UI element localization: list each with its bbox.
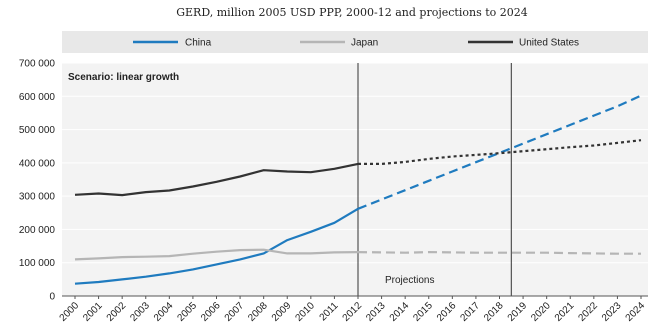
y-tick-label: 0	[49, 292, 55, 303]
x-tick-label: 2006	[199, 300, 223, 324]
x-tick-label: 2010	[293, 300, 317, 324]
x-tick-label: 2003	[128, 300, 152, 324]
y-tick-label: 400 000	[19, 158, 56, 169]
japan-historical-line	[74, 248, 359, 261]
legend-label-united-states: United States	[519, 38, 579, 49]
x-tick-label: 2021	[553, 300, 577, 324]
x-tick-label: 2000	[58, 300, 82, 324]
legend-label-china: China	[185, 38, 212, 49]
x-tick-label: 2017	[459, 300, 483, 324]
united-states-projection-line	[358, 139, 642, 165]
x-tick-label: 2002	[105, 300, 129, 324]
x-tick-label: 2005	[176, 300, 200, 324]
x-tick-label: 2015	[411, 300, 435, 324]
x-tick-label: 2022	[576, 300, 600, 324]
china-projection-line	[357, 94, 642, 210]
x-tick-label: 2009	[270, 300, 294, 324]
y-tick-label: 200 000	[19, 225, 56, 236]
x-tick-label: 2004	[152, 300, 176, 324]
legend-band	[62, 31, 648, 53]
y-tick-label: 700 000	[19, 59, 56, 70]
y-tick-label: 100 000	[19, 258, 56, 269]
y-tick-label: 600 000	[19, 92, 56, 103]
x-tick-label: 2023	[600, 300, 624, 324]
x-tick-label: 2016	[435, 300, 459, 324]
x-tick-label: 2007	[223, 300, 247, 324]
x-tick-label: 2018	[482, 300, 506, 324]
axis-layer: 0 100 000 200 000 300 000 400 000 500 000 600 …	[19, 59, 648, 324]
legend-label-japan: Japan	[351, 38, 378, 49]
projections-annotation: Projections	[385, 275, 434, 286]
x-tick-label: 2020	[529, 300, 553, 324]
scenario-label: Scenario: linear growth	[68, 72, 179, 83]
x-tick-label: 2012	[341, 300, 365, 324]
chart-title: GERD, million 2005 USD PPP, 2000-12 and …	[176, 6, 528, 19]
plot-area	[62, 63, 648, 296]
y-tick-label: 500 000	[19, 125, 56, 136]
china-historical-line	[74, 207, 359, 285]
series-layer	[74, 94, 642, 285]
marker-layer	[357, 63, 512, 296]
grid-layer	[62, 62, 648, 264]
legend: China Japan United States	[133, 38, 579, 49]
japan-projection-line	[357, 250, 641, 255]
y-tick-label: 300 000	[19, 192, 56, 203]
united-states-historical-line	[74, 162, 359, 197]
x-tick-label: 2019	[506, 300, 530, 324]
x-tick-label: 2008	[246, 300, 270, 324]
x-tick-label: 2024	[624, 300, 648, 324]
x-tick-label: 2014	[388, 300, 412, 324]
x-tick-label: 2011	[318, 300, 341, 323]
x-tick-label: 2001	[81, 300, 105, 324]
x-tick-label: 2013	[364, 300, 388, 324]
